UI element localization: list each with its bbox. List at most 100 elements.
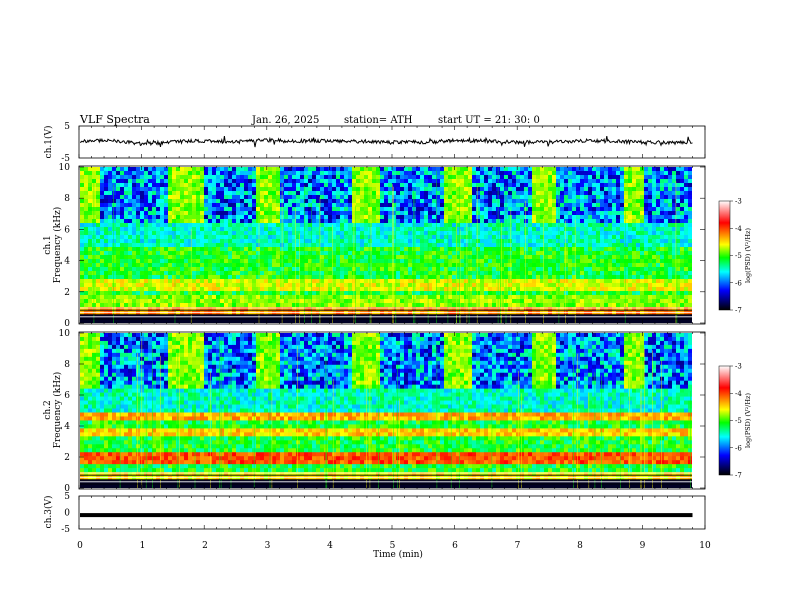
spectrogram-cell [304, 183, 309, 188]
spectrogram-cell [492, 283, 497, 288]
spectrogram-cell [560, 207, 565, 212]
spectrogram-cell [256, 219, 261, 224]
spectrogram-cell [520, 227, 525, 232]
spectrogram-cell [148, 311, 153, 316]
spectrogram-cell [264, 255, 269, 260]
spectrogram-cell [116, 247, 121, 252]
spectrogram-cell [520, 263, 525, 268]
spectrogram-cell [376, 183, 381, 188]
spectrogram-cell [512, 319, 517, 323]
spectrogram-cell [116, 199, 121, 204]
spectrogram-cell [432, 227, 437, 232]
spectrogram-cell [384, 191, 389, 196]
spectrogram-cell [288, 283, 293, 288]
spectrogram-cell [564, 299, 569, 304]
spectrogram-cell [336, 215, 341, 220]
spectrogram-cell [404, 263, 409, 268]
spectrogram-cell [168, 227, 173, 232]
spectrogram-cell [260, 243, 265, 248]
spectrogram-cell [472, 179, 477, 184]
spectrogram-cell [480, 271, 485, 276]
spectrogram-cell [468, 263, 473, 268]
spectrogram-cell [204, 271, 209, 276]
spectrogram-cell [508, 319, 513, 323]
spectrogram-cell [268, 199, 273, 204]
spectrogram-cell [588, 179, 593, 184]
spectrogram-cell [564, 247, 569, 252]
spectrogram-cell [356, 267, 361, 272]
spectrogram-cell [584, 239, 589, 244]
spectrogram-cell [516, 219, 521, 224]
spectrogram-cell [404, 235, 409, 240]
spectrogram-cell [172, 187, 177, 192]
spectrogram-cell [252, 267, 257, 272]
spectrogram-cell [452, 279, 457, 284]
spectrogram-cell [408, 239, 413, 244]
spectrogram-cell [560, 239, 565, 244]
spectrogram-cell [264, 215, 269, 220]
spectrogram-cell [500, 247, 505, 252]
spectrogram-cell [240, 211, 245, 216]
spectrogram-cell [364, 287, 369, 292]
spectrogram-cell [124, 195, 129, 200]
spectrogram-cell [588, 251, 593, 256]
spectrogram-cell [448, 311, 453, 316]
spectrogram-cell [184, 275, 189, 280]
spectrogram-cell [336, 195, 341, 200]
spectrogram-cell [492, 287, 497, 292]
spectrogram-cell [560, 311, 565, 316]
spectrogram-cell [584, 231, 589, 236]
spectrogram-cell [372, 267, 377, 272]
spectrogram-cell [260, 307, 265, 312]
spectrogram-cell [84, 223, 89, 228]
spectrogram-cell [140, 311, 145, 316]
spectrogram-cell [144, 279, 149, 284]
spectrogram-cell [256, 251, 261, 256]
spectrogram-cell [112, 179, 117, 184]
spectrogram-cell [256, 311, 261, 316]
spectrogram-cell [284, 231, 289, 236]
spectrogram-cell [364, 275, 369, 280]
spectrogram-cell [296, 247, 301, 252]
spectrogram-cell [376, 287, 381, 292]
spectrogram-cell [480, 247, 485, 252]
spectrogram-cell [484, 179, 489, 184]
spectrogram-cell [132, 191, 137, 196]
spectrogram-cell [452, 187, 457, 192]
spectrogram-cell [188, 319, 193, 323]
spectrogram-cell [172, 275, 177, 280]
spectrogram-cell [476, 179, 481, 184]
spectrogram-cell [224, 291, 229, 296]
spectrogram-cell [252, 239, 257, 244]
spectrogram-cell [416, 191, 421, 196]
spectrogram-cell [312, 191, 317, 196]
spectrogram-cell [200, 279, 205, 284]
spectrogram-cell [272, 175, 277, 180]
spectrogram-cell [460, 295, 465, 300]
spectrogram-cell [420, 319, 425, 323]
spectrogram-cell [540, 255, 545, 260]
spectrogram-cell [260, 291, 265, 296]
spectrogram-cell [248, 263, 253, 268]
spectrogram-cell [284, 275, 289, 280]
spectrogram-cell [388, 195, 393, 200]
spectrogram-cell [360, 199, 365, 204]
spectrogram-cell [424, 255, 429, 260]
spectrogram-cell [336, 259, 341, 264]
spectrogram-cell [380, 191, 385, 196]
spectrogram-cell [80, 183, 85, 188]
spectrogram-cell [328, 287, 333, 292]
spectrogram-cell [512, 183, 517, 188]
spectrogram-cell [552, 215, 557, 220]
spectrogram-cell [184, 203, 189, 208]
spectrogram-cell [392, 283, 397, 288]
spectrogram-cell [544, 219, 549, 224]
spectrogram-cell [252, 207, 257, 212]
spectrogram-cell [412, 211, 417, 216]
spectrogram-cell [408, 187, 413, 192]
spectrogram-cell [120, 275, 125, 280]
spectrogram-cell [140, 291, 145, 296]
spectrogram-cell [472, 251, 477, 256]
spectrogram-cell [320, 219, 325, 224]
spectrogram-cell [228, 207, 233, 212]
